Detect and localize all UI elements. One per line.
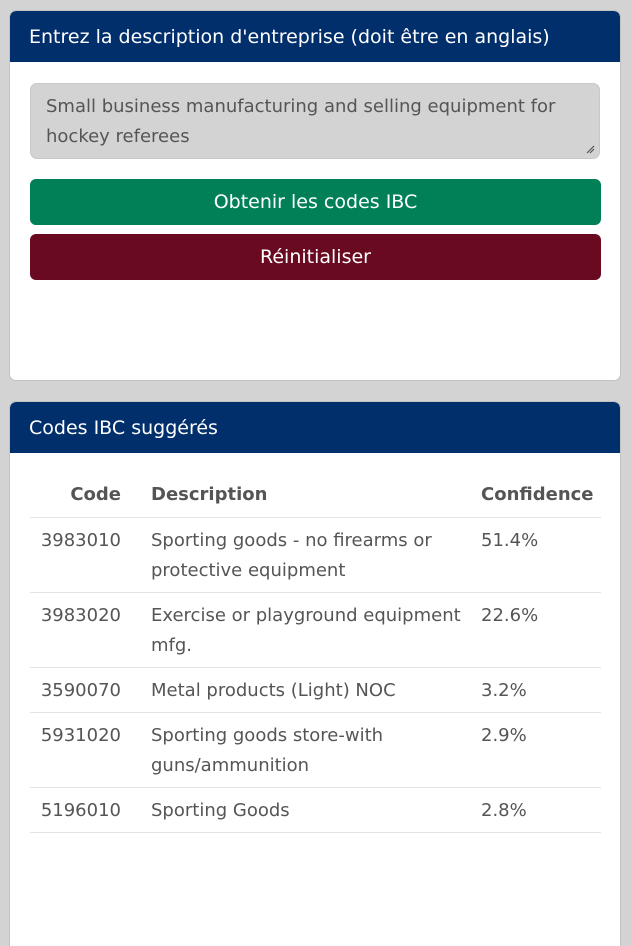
description-field-wrapper: Small business manufacturing and selling… — [30, 83, 600, 159]
cell-description: Metal products (Light) NOC — [151, 667, 481, 713]
ibc-codes-table: Code Description Confidence 3983010 Spor… — [30, 474, 601, 833]
cell-description: Sporting goods - no firearms or protecti… — [151, 517, 481, 593]
results-card-header: Codes IBC suggérés — [10, 402, 620, 453]
cell-description: Sporting goods store-with guns/ammunitio… — [151, 712, 481, 788]
cell-confidence: 51.4% — [481, 517, 601, 593]
results-card: Codes IBC suggérés Code Description Conf… — [9, 401, 621, 946]
resize-grip-icon[interactable] — [585, 144, 595, 154]
table-row: 5196010 Sporting Goods 2.8% — [30, 787, 601, 833]
table-row: 5931020 Sporting goods store-with guns/a… — [30, 712, 601, 788]
description-field[interactable]: Small business manufacturing and selling… — [31, 84, 599, 158]
table-header-row: Code Description Confidence — [30, 474, 601, 518]
cell-confidence: 2.8% — [481, 787, 601, 833]
description-card: Entrez la description d'entreprise (doit… — [9, 10, 621, 381]
cell-confidence: 2.9% — [481, 712, 601, 788]
cell-code: 3590070 — [30, 667, 151, 713]
description-card-header: Entrez la description d'entreprise (doit… — [10, 11, 620, 62]
cell-code: 5931020 — [30, 712, 151, 788]
table-row: 3590070 Metal products (Light) NOC 3.2% — [30, 667, 601, 713]
cell-confidence: 3.2% — [481, 667, 601, 713]
column-header-code: Code — [30, 474, 151, 518]
cell-description: Sporting Goods — [151, 787, 481, 833]
cell-description: Exercise or playground equipment mfg. — [151, 592, 481, 668]
reset-button[interactable]: Réinitialiser — [30, 234, 601, 280]
column-header-confidence: Confidence — [481, 474, 601, 518]
column-header-description: Description — [151, 474, 481, 518]
cell-code: 3983020 — [30, 592, 151, 668]
table-row: 3983020 Exercise or playground equipment… — [30, 592, 601, 668]
get-ibc-codes-button[interactable]: Obtenir les codes IBC — [30, 179, 601, 225]
cell-code: 3983010 — [30, 517, 151, 593]
description-card-title: Entrez la description d'entreprise (doit… — [29, 25, 550, 48]
table-row: 3983010 Sporting goods - no firearms or … — [30, 517, 601, 593]
cell-confidence: 22.6% — [481, 592, 601, 668]
cell-code: 5196010 — [30, 787, 151, 833]
results-card-title: Codes IBC suggérés — [29, 416, 218, 439]
